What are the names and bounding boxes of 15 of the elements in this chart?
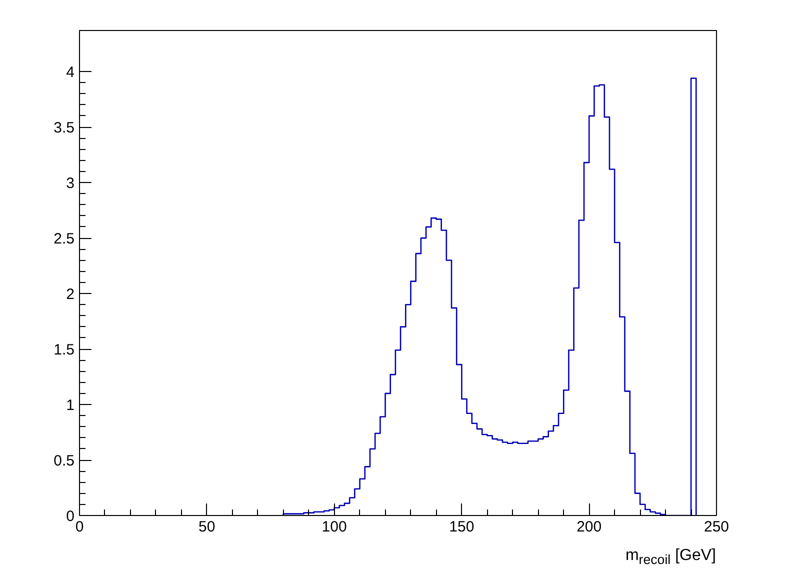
y-tick-label: 1	[66, 397, 74, 414]
x-axis-title: m$_{recoil}$ [GeV]	[625, 546, 716, 570]
y-tick-label: 3.5	[54, 120, 75, 137]
y-tick-label: 0	[66, 508, 74, 525]
x-tick-label: 100	[322, 518, 347, 536]
x-tick-label: 250	[704, 518, 730, 536]
y-tick-label: 3	[66, 175, 74, 192]
x-tick-label: 50	[198, 518, 216, 536]
y-tick-label: 4	[66, 64, 74, 82]
x-tick-label: 150	[449, 518, 474, 536]
y-tick-label: 2	[66, 286, 74, 304]
y-tick-label: 0.5	[54, 452, 75, 470]
x-tick-label: 200	[576, 518, 602, 536]
y-tick-label: 1.5	[54, 342, 75, 359]
y-tick-label: 2.5	[54, 230, 75, 248]
